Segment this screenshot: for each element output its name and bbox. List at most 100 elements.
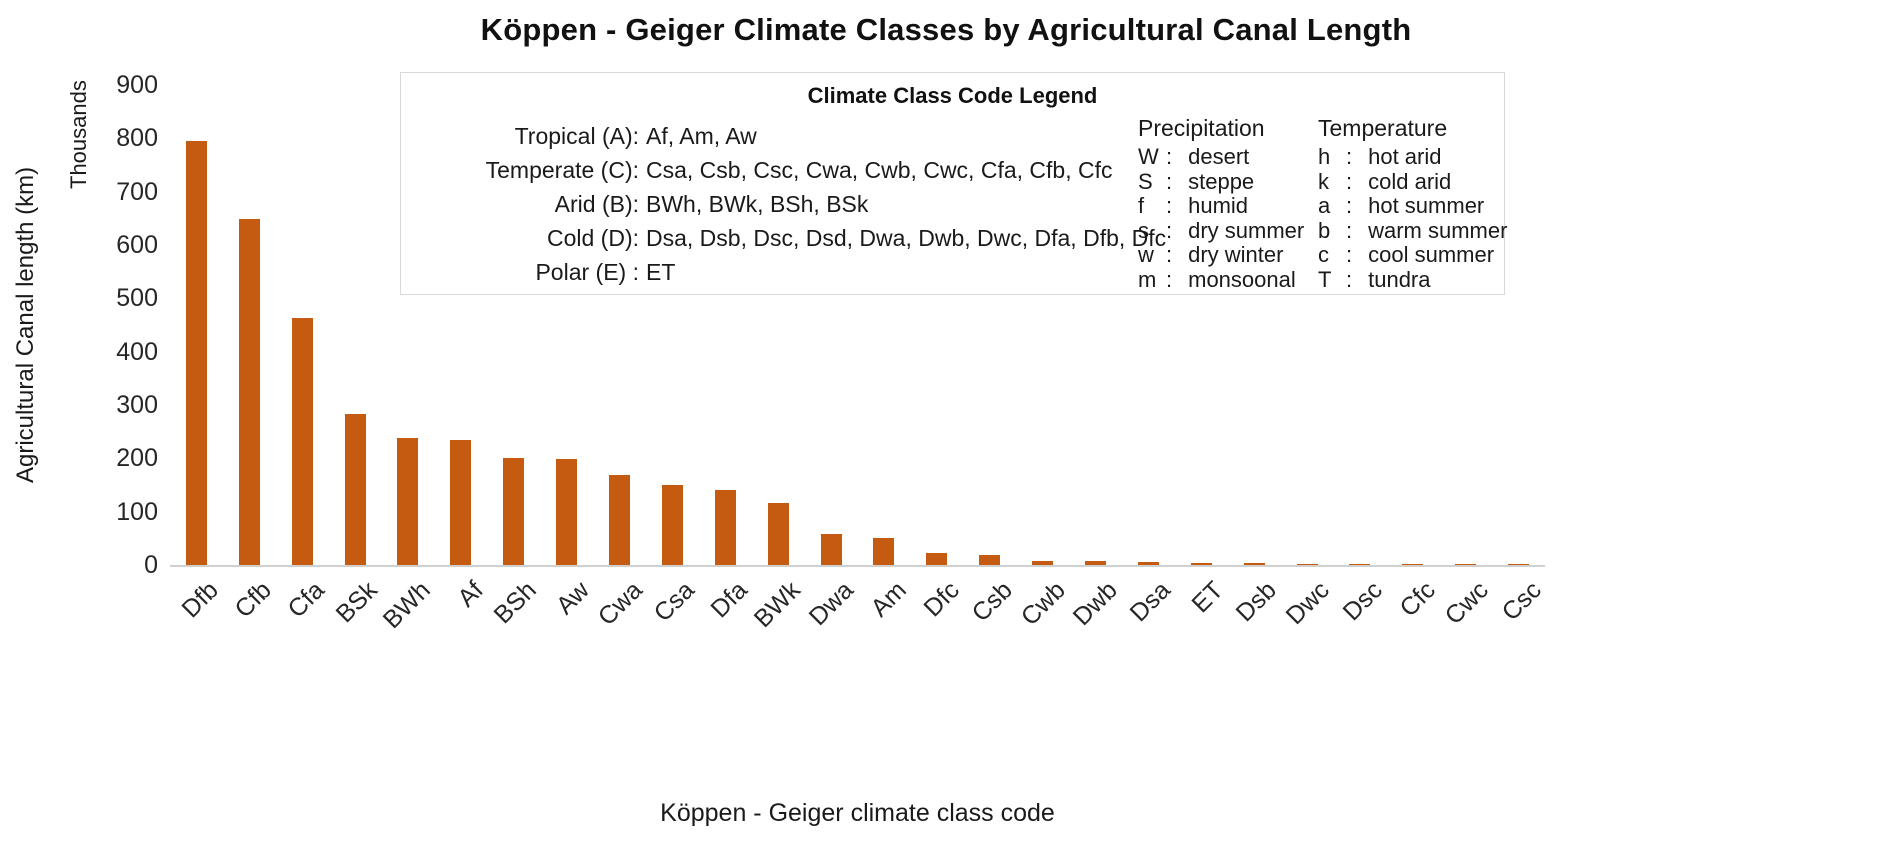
legend-colon: : — [1166, 168, 1173, 194]
legend-box: Climate Class Code Legend Tropical (A): A… — [400, 72, 1508, 295]
x-tick-label: BWh — [377, 576, 436, 635]
bar-BSh — [503, 458, 525, 565]
legend-code: w — [1138, 242, 1154, 267]
legend-precipitation-header: Precipitation — [1138, 115, 1265, 141]
legend-code-desc: cool summer — [1362, 242, 1495, 267]
bar-Cwc — [1455, 563, 1477, 565]
y-tick-label: 100 — [116, 497, 158, 526]
legend-class-value: Csa, Csb, Csc, Cwa, Cwb, Cwc, Cfa, Cfb, … — [646, 157, 1113, 183]
legend-class-label: Polar (E) : — [535, 259, 639, 285]
x-axis-ticks: Dfb Cfb Cfa BSk BWh Af BSh Aw Cwa Csa Dfa BWk Dwa Am D… — [170, 576, 1547, 656]
legend-code: b — [1318, 217, 1331, 243]
bar-Dfb — [185, 141, 207, 565]
y-tick-label: 0 — [144, 551, 158, 579]
legend-code: s — [1138, 217, 1149, 243]
x-tick-label: Cwc — [1439, 576, 1494, 631]
x-tick-label: Cfc — [1394, 576, 1441, 623]
x-tick-label: BSh — [488, 576, 542, 630]
legend-code: a — [1318, 193, 1331, 218]
y-tick-label: 400 — [116, 337, 158, 366]
legend-code: T — [1318, 266, 1332, 292]
legend-code-row: c: cool summer — [1318, 242, 1507, 268]
x-tick-label: Cwa — [592, 576, 648, 632]
legend-temperature-rows: h: hot arid k: cold arid a: hot summer b: w… — [1318, 144, 1508, 292]
x-tick-label: Am — [865, 576, 912, 623]
legend-code-row: S: steppe — [1138, 168, 1304, 195]
x-tick-label: Csc — [1496, 576, 1547, 627]
legend-colon: : — [1166, 217, 1173, 243]
chart-title: Köppen - Geiger Climate Classes by Agric… — [480, 12, 1412, 47]
y-tick-label: 200 — [116, 444, 158, 473]
y-tick-label: 800 — [116, 124, 158, 153]
bar-Dwb — [1084, 561, 1106, 565]
legend-code: f — [1138, 193, 1145, 218]
x-tick-label: BSk — [330, 576, 383, 629]
x-tick-label: Dwc — [1280, 576, 1335, 631]
bar-BWh — [397, 438, 419, 565]
legend-precipitation-rows: W: desert S: steppe f: humid s: dry summer w… — [1138, 144, 1304, 293]
x-tick-label: Aw — [550, 576, 595, 621]
legend-code-desc: warm summer — [1362, 217, 1508, 243]
legend-colon: : — [1346, 242, 1353, 267]
legend-class-row: Arid (B): BWh, BWk, BSh, BSk — [417, 191, 1097, 225]
legend-code: W — [1138, 144, 1159, 169]
legend-code-row: a: hot summer — [1318, 193, 1507, 219]
bar-Cfc — [1402, 563, 1424, 565]
legend-class-row: Cold (D): Dsa, Dsb, Dsc, Dsd, Dwa, Dwb, D… — [417, 225, 1166, 259]
x-tick-label: Dfa — [705, 576, 754, 624]
legend-code-desc: steppe — [1182, 168, 1255, 194]
legend-code: k — [1318, 168, 1329, 194]
x-tick-label: Dfc — [918, 576, 965, 623]
legend-colon: : — [1166, 266, 1173, 292]
x-tick-label: Af — [452, 576, 489, 613]
legend-class-value: Af, Am, Aw — [646, 123, 757, 149]
legend-class-label: Cold (D): — [546, 225, 639, 251]
x-tick-label: Dwb — [1068, 576, 1124, 632]
y-tick-label: 600 — [116, 231, 158, 259]
legend-code-row: b: warm summer — [1318, 217, 1508, 244]
legend-code-desc: hot arid — [1362, 144, 1442, 169]
x-axis-title: Köppen - Geiger climate class code — [660, 799, 1055, 827]
x-tick-label: Cfb — [229, 576, 278, 624]
legend-code-desc: monsoonal — [1182, 266, 1296, 292]
legend-class-value: BWh, BWk, BSh, BSk — [646, 191, 869, 217]
bar-Cwb — [1032, 560, 1054, 565]
legend-class-value: ET — [646, 259, 676, 285]
legend-class-value: Dsa, Dsb, Dsc, Dsd, Dwa, Dwb, Dwc, Dfa, … — [646, 225, 1167, 251]
legend-code-desc: cold arid — [1362, 168, 1452, 194]
y-axis-units-label: Thousands — [66, 80, 91, 189]
bar-Dwa — [820, 533, 842, 565]
legend-colon: : — [1346, 144, 1353, 169]
bar-ET — [1190, 562, 1212, 565]
x-tick-label: Dsc — [1337, 576, 1388, 627]
legend-temperature-header: Temperature — [1318, 115, 1448, 141]
legend-code-row: k: cold arid — [1318, 168, 1507, 195]
legend-colon: : — [1346, 217, 1353, 243]
x-tick-label: ET — [1186, 576, 1230, 619]
bar-Am — [873, 537, 895, 565]
legend-colon: : — [1346, 193, 1353, 218]
bar-BSk — [344, 413, 366, 565]
bar-Cwa — [609, 475, 631, 565]
legend-code-row: w: dry winter — [1138, 242, 1304, 268]
legend-colon: : — [1346, 266, 1353, 292]
legend-class-label: Tropical (A): — [514, 123, 639, 149]
legend-class-row: Tropical (A): Af, Am, Aw — [417, 123, 1097, 157]
x-tick-label: Dwa — [803, 576, 859, 632]
bar-Dsa — [1137, 562, 1159, 565]
x-tick-label: Cfa — [282, 576, 331, 624]
legend-code-row: W: desert — [1138, 144, 1304, 170]
legend-code: S — [1138, 168, 1153, 194]
legend-class-label: Arid (B): — [554, 191, 639, 217]
legend-code-row: h: hot arid — [1318, 144, 1507, 170]
legend-code-row: s: dry summer — [1138, 217, 1304, 244]
legend-colon: : — [1166, 144, 1173, 169]
legend-title: Climate Class Code Legend — [807, 83, 1098, 108]
bar-Csc — [1508, 563, 1530, 565]
legend-code-row: m: monsoonal — [1138, 266, 1304, 293]
legend-code: c — [1318, 242, 1329, 267]
x-tick-label: Dsa — [1124, 576, 1177, 628]
bar-Cfb — [238, 219, 260, 565]
legend-code-desc: humid — [1182, 193, 1249, 218]
